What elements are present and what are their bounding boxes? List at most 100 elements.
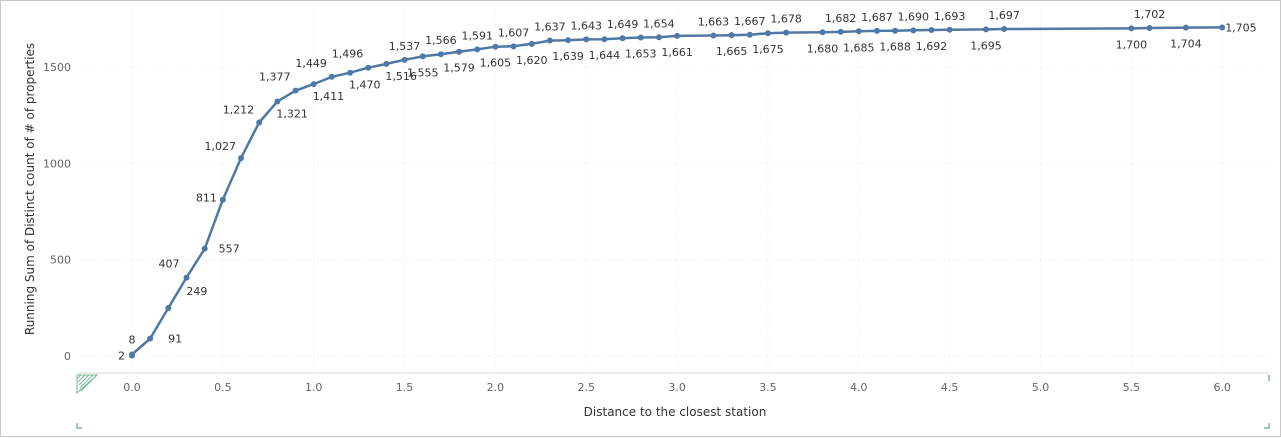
data-label: 1,649 [607, 18, 639, 31]
x-tick-label: 4.0 [850, 381, 868, 394]
data-label: 1,027 [205, 140, 237, 153]
data-label: 1,705 [1225, 21, 1257, 34]
data-point [274, 98, 281, 105]
data-point [1219, 24, 1226, 31]
data-label: 1,411 [313, 90, 345, 103]
data-point [419, 53, 426, 60]
x-tick-label: 0.0 [123, 381, 141, 394]
corner-bracket-bottom-left-icon [76, 423, 82, 429]
data-point [783, 29, 790, 36]
data-label: 1,654 [643, 17, 675, 30]
data-label: 1,555 [407, 66, 439, 79]
data-point [347, 69, 354, 76]
data-point [147, 335, 154, 342]
data-point [437, 51, 444, 58]
data-label: 1,637 [534, 21, 566, 34]
data-point [1001, 25, 1008, 32]
data-label: 1,643 [571, 19, 603, 32]
data-point [238, 155, 245, 162]
data-label: 1,688 [879, 41, 911, 54]
data-label: 1,697 [988, 9, 1020, 22]
data-point [619, 35, 626, 42]
x-axis-title: Distance to the closest station [584, 405, 767, 419]
data-label: 1,620 [516, 54, 548, 67]
data-point [655, 34, 662, 41]
gridlines [77, 9, 1269, 373]
data-label: 1,687 [861, 11, 893, 24]
data-point [528, 40, 535, 47]
y-tick-label: 1000 [43, 157, 71, 170]
data-point [292, 87, 299, 94]
data-point [383, 60, 390, 67]
data-point [928, 26, 935, 33]
data-point [910, 27, 917, 34]
x-tick-label: 1.5 [396, 381, 414, 394]
data-label: 1,661 [661, 46, 693, 59]
data-point [819, 29, 826, 36]
data-label: 1,579 [443, 62, 475, 75]
data-label: 1,377 [259, 71, 291, 84]
data-point [946, 26, 953, 33]
axis-scroll-hatch-icon[interactable] [76, 374, 99, 395]
data-point [183, 274, 190, 281]
data-label: 1,653 [625, 47, 657, 60]
x-tick-label: 3.0 [668, 381, 686, 394]
data-point [637, 34, 644, 41]
x-axis-ticks: 0.0 0.5 1.0 1.5 2.0 2.5 3.0 3.5 4.0 4.5 5.0 5.5 6.0 [123, 381, 1231, 394]
data-point [492, 43, 499, 50]
data-point [601, 36, 608, 43]
data-point [365, 64, 372, 71]
data-point [129, 351, 135, 358]
data-point [855, 28, 862, 35]
data-label: 557 [219, 243, 240, 256]
data-label: 1,702 [1134, 8, 1166, 21]
data-point [674, 32, 681, 39]
data-label: 1,605 [480, 57, 512, 70]
data-label: 1,607 [498, 26, 530, 39]
data-label: 1,449 [295, 57, 327, 70]
data-point [165, 305, 172, 312]
x-tick-label: 2.5 [578, 381, 596, 394]
data-point [328, 73, 335, 80]
data-point [1146, 25, 1153, 32]
x-tick-label: 4.5 [941, 381, 959, 394]
x-tick-label: 5.5 [1123, 381, 1141, 394]
data-label: 1,321 [276, 107, 308, 120]
data-label: 1,591 [461, 29, 493, 42]
data-point [982, 26, 989, 33]
data-point [583, 36, 590, 43]
data-point [1128, 25, 1135, 32]
data-point [256, 119, 263, 126]
data-point [219, 196, 226, 203]
data-label: 1,639 [552, 50, 584, 63]
x-tick-label: 3.5 [759, 381, 777, 394]
data-label: 1,682 [825, 12, 857, 25]
data-label: 2 [118, 350, 125, 363]
data-point [401, 56, 408, 63]
data-point [873, 27, 880, 34]
data-point [710, 32, 717, 39]
data-point [310, 81, 317, 88]
data-label: 1,685 [843, 41, 875, 54]
x-tick-label: 1.0 [305, 381, 323, 394]
data-point [456, 48, 463, 55]
data-label: 407 [159, 258, 180, 271]
y-tick-label: 0 [64, 350, 71, 363]
data-label: 1,680 [807, 42, 839, 55]
data-point [565, 37, 572, 44]
data-point [764, 30, 771, 37]
data-label: 1,704 [1170, 38, 1202, 51]
data-point [1182, 24, 1189, 31]
y-axis-title: Running Sum of Distinct count of # of pr… [23, 43, 37, 335]
corner-bracket-bottom-right-icon [1264, 423, 1270, 429]
data-label: 91 [168, 332, 182, 345]
data-label: 1,675 [752, 43, 784, 56]
data-label: 1,663 [698, 16, 730, 29]
data-label: 1,692 [916, 40, 948, 53]
data-point [201, 245, 208, 252]
data-point [474, 46, 481, 53]
data-label: 1,693 [934, 10, 966, 23]
data-label: 1,665 [716, 45, 748, 58]
